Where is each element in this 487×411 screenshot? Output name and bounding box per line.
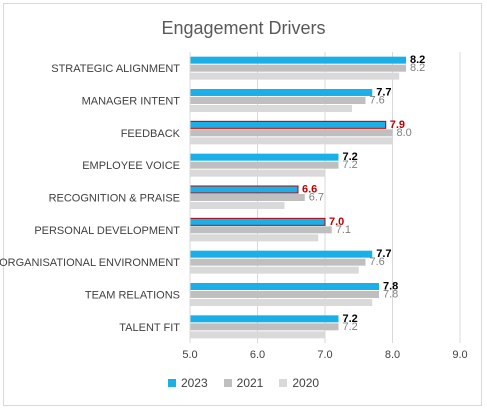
x-tick-label: 5.0 <box>182 349 197 361</box>
category-label: TALENT FIT <box>119 322 180 334</box>
bar-2021 <box>190 97 366 104</box>
legend-label: 2023 <box>180 376 208 390</box>
bar-2023 <box>190 153 339 161</box>
legend-item: 2020 <box>279 376 319 390</box>
category-label: MANAGER INTENT <box>82 96 181 108</box>
data-label-2021: 7.6 <box>370 95 385 107</box>
chart-title: Engagement Drivers <box>161 18 326 38</box>
data-label-2021: 8.0 <box>397 127 412 139</box>
data-label-2021: 7.2 <box>343 159 358 171</box>
x-tick-label: 8.0 <box>385 349 400 361</box>
data-label-2023: 7.8 <box>383 281 398 293</box>
legend-swatch <box>167 379 176 387</box>
legend-item: 2021 <box>223 376 264 390</box>
category-label: ORGANISATIONAL ENVIRONMENT <box>0 257 180 269</box>
category-label: STRATEGIC ALIGNMENT <box>51 63 180 75</box>
category-label: EMPLOYEE VOICE <box>82 160 180 172</box>
bar-2020 <box>190 331 325 339</box>
category-label: RECOGNITION & PRAISE <box>49 193 180 205</box>
data-label-2023: 7.7 <box>376 248 391 260</box>
data-label-2023: 7.2 <box>343 151 358 163</box>
bar-2021 <box>190 291 379 298</box>
data-label-2023: 7.7 <box>376 87 391 99</box>
data-label-2023: 7.2 <box>343 313 358 325</box>
data-label-2021: 7.1 <box>336 224 351 236</box>
bar-2020 <box>190 266 359 274</box>
bar-2023 <box>189 185 299 194</box>
x-tick-label: 6.0 <box>250 349 265 361</box>
bar-2023 <box>189 120 387 129</box>
bar-2023 <box>190 250 373 258</box>
legend-label: 2021 <box>236 376 264 390</box>
bar-2021 <box>190 226 332 234</box>
bar-2020 <box>190 105 352 112</box>
bar-2020 <box>190 72 400 80</box>
bar-2023 <box>190 56 406 64</box>
data-label-2023: 7.0 <box>329 216 344 228</box>
data-label-2021: 6.7 <box>309 192 324 204</box>
data-label-2021: 7.8 <box>383 289 398 301</box>
bar-2020 <box>190 299 373 306</box>
bar-2023 <box>190 315 339 323</box>
bar-2021 <box>190 64 406 72</box>
data-label-2023: 7.9 <box>390 119 405 131</box>
bar-2021 <box>190 129 393 137</box>
category-label: FEEDBACK <box>121 128 181 140</box>
bar-2021 <box>190 258 366 266</box>
bar-2023 <box>190 89 373 96</box>
bar-2020 <box>190 202 285 209</box>
bar-2020 <box>190 137 393 145</box>
legend-item: 2023 <box>167 376 208 390</box>
bar-2021 <box>190 161 339 169</box>
legend-swatch <box>279 379 288 387</box>
bar-2023 <box>189 217 326 226</box>
x-tick-label: 7.0 <box>317 349 332 361</box>
chart-legend: 2023 2021 2020 <box>0 376 487 390</box>
data-label-2023: 6.6 <box>302 184 317 196</box>
legend-label: 2020 <box>292 376 320 390</box>
category-label: PERSONAL DEVELOPMENT <box>34 225 180 237</box>
bar-2020 <box>190 234 319 242</box>
legend-swatch <box>223 379 232 387</box>
data-label-2023: 8.2 <box>410 54 425 66</box>
x-tick-label: 9.0 <box>452 349 467 361</box>
category-label: TEAM RELATIONS <box>85 290 180 302</box>
data-label-2021: 8.2 <box>410 62 425 74</box>
data-label-2021: 7.2 <box>343 321 358 333</box>
bar-2020 <box>190 169 325 177</box>
data-label-2021: 7.6 <box>370 256 385 268</box>
bar-2023 <box>190 283 379 290</box>
bar-2021 <box>190 323 339 331</box>
bar-2021 <box>190 194 305 201</box>
